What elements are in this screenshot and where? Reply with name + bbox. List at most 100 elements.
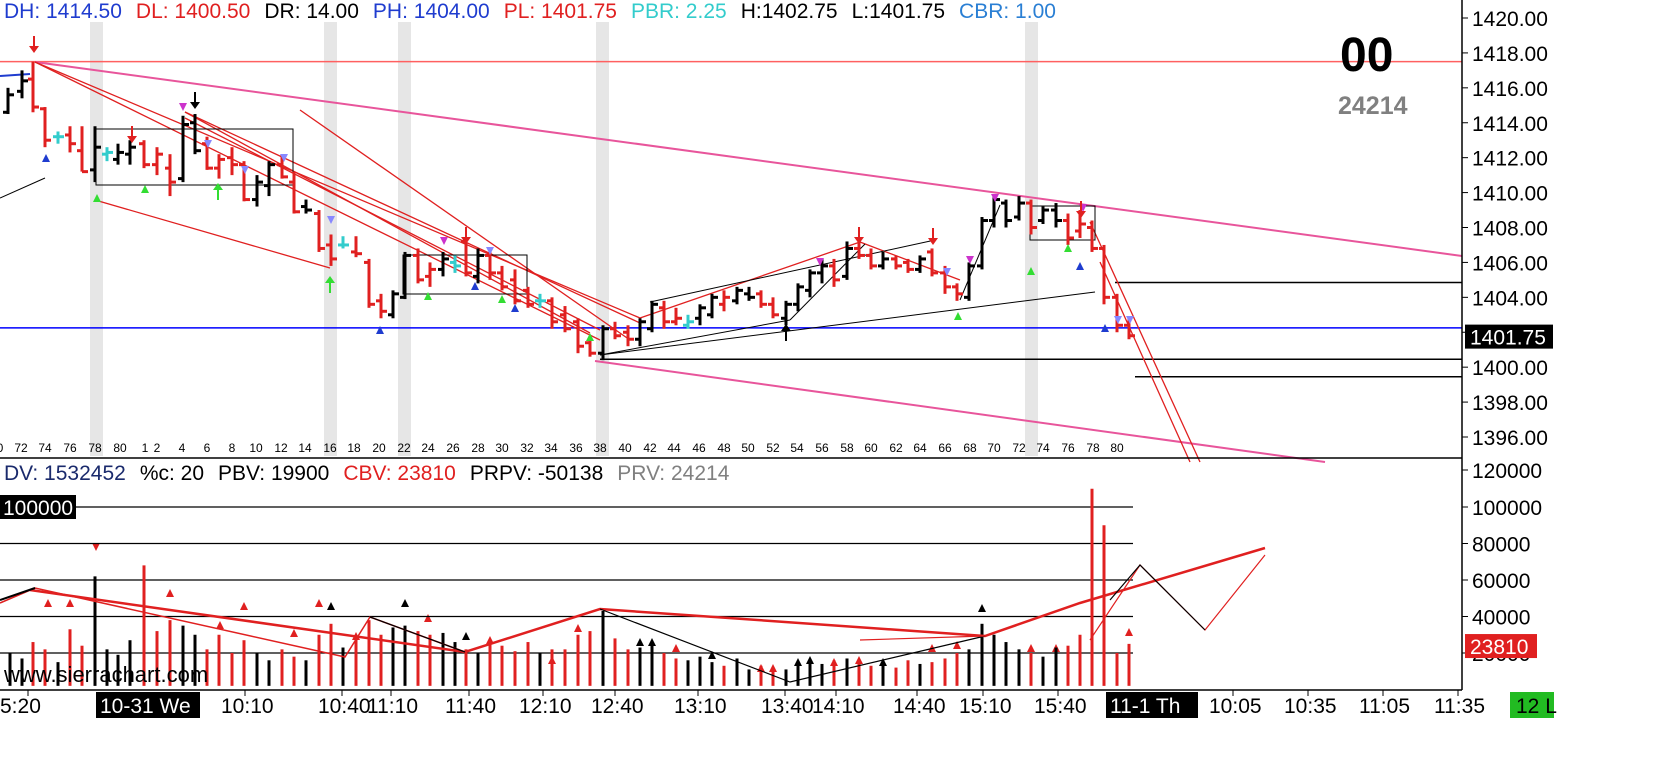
price-header-item-1: DL: 1400.50	[135, 0, 251, 23]
bar-number-20: 28	[471, 441, 485, 455]
bar-number-7: 2	[154, 441, 161, 455]
volume-triangle-30	[1125, 628, 1133, 636]
price-bar-18	[227, 147, 238, 176]
price-bar-73	[903, 258, 914, 273]
price-bar-62	[768, 297, 779, 319]
price-bar-70	[866, 248, 877, 270]
triangle-marker-17	[966, 256, 974, 264]
arrow-marker-8	[325, 276, 335, 293]
volume-header-item-2: PBV: 19900	[218, 462, 330, 485]
price-bar-79	[977, 217, 988, 270]
bar-number-36: 60	[864, 441, 878, 455]
price-bar-53	[659, 300, 670, 329]
trendline-3	[34, 61, 641, 319]
bar-number-16: 20	[372, 441, 386, 455]
trendline-11	[1089, 221, 1201, 463]
price-bar-42	[523, 286, 534, 308]
date-label-14: 11-1 Th	[1110, 695, 1180, 718]
volume-triangle-14	[636, 638, 644, 646]
price-bar-71	[878, 251, 889, 270]
price-tick-label-5: 1410.00	[1472, 183, 1548, 206]
bar-number-22: 32	[520, 441, 534, 455]
price-bar-40	[497, 265, 508, 291]
volume-header-item-0: DV: 1532452	[4, 462, 126, 485]
bar-number-41: 70	[987, 441, 1001, 455]
bar-number-33: 54	[790, 441, 804, 455]
price-bar-58	[719, 290, 730, 312]
triangle-marker-20	[204, 140, 212, 148]
price-bar-27	[338, 236, 349, 249]
price-header: DH: 1414.50 DL: 1400.50 DR: 14.00 PH: 1404.…	[4, 0, 1070, 24]
price-header-item-4: PL: 1401.75	[503, 0, 617, 23]
volume-triangle-17	[708, 651, 716, 659]
price-header-item-8: CBR: 1.00	[959, 0, 1056, 23]
price-bar-52	[647, 300, 658, 333]
trendline-19	[0, 73, 31, 77]
price-bar-63	[781, 300, 792, 326]
bar-number-39: 66	[938, 441, 952, 455]
bar-number-8: 4	[179, 441, 186, 455]
price-bar-2	[28, 61, 39, 113]
trendline-8	[299, 109, 631, 341]
price-tick-label-0: 1420.00	[1472, 8, 1548, 31]
time-label-17: 11:05	[1359, 695, 1410, 718]
volume-line-4	[1089, 554, 1266, 641]
date-label-box-14	[1106, 692, 1198, 718]
price-bar-43	[535, 293, 546, 308]
price-bar-64	[793, 283, 804, 312]
price-bar-34	[425, 262, 436, 287]
arrow-marker-9	[781, 324, 791, 341]
price-bar-25	[314, 210, 325, 252]
triangle-marker-14	[179, 103, 187, 111]
volume-tick-label-1: 100000	[1472, 497, 1542, 520]
triangle-marker-0	[42, 154, 50, 162]
bar-number-23: 34	[544, 441, 558, 455]
price-bar-35	[438, 251, 449, 277]
price-bar-32	[400, 251, 411, 300]
price-bar-28	[351, 236, 362, 258]
price-bar-33	[413, 248, 424, 284]
bar-number-14: 16	[323, 441, 337, 455]
volume-header: DV: 1532452 %c: 20 PBV: 19900 CBV: 23810 PRP…	[4, 462, 743, 486]
bar-number-10: 8	[229, 441, 236, 455]
bar-number-24: 36	[569, 441, 583, 455]
price-bar-44	[547, 297, 558, 329]
bar-number-26: 40	[618, 441, 632, 455]
volume-line-3	[369, 616, 466, 653]
triangle-marker-12	[1076, 262, 1084, 270]
arrow-marker-3	[461, 227, 471, 244]
last-price-box	[1465, 324, 1553, 349]
price-bar-24	[301, 199, 312, 214]
triangle-marker-3	[376, 326, 384, 334]
volume-line-7	[0, 587, 36, 601]
triangle-marker-25	[943, 268, 951, 276]
trendline-18	[0, 177, 46, 199]
volume-overlay	[0, 546, 1266, 683]
price-bar-84	[1038, 206, 1049, 225]
time-label-15: 10:05	[1209, 695, 1262, 718]
bar-number-4: 78	[88, 441, 102, 455]
volume-triangle-4	[290, 629, 298, 637]
trendline-12	[1099, 261, 1191, 463]
volume-tick-label-2: 80000	[1472, 534, 1530, 557]
time-label-5: 11:40	[445, 695, 496, 718]
price-bar-61	[756, 290, 767, 308]
bar-number-15: 18	[347, 441, 361, 455]
price-bar-23	[289, 171, 300, 214]
price-bar-88	[1087, 220, 1098, 252]
price-bar-13	[165, 154, 176, 197]
bar-number-44: 76	[1061, 441, 1075, 455]
volume-triangle-0	[44, 599, 52, 607]
last-price-label: 1401.75	[1470, 327, 1546, 350]
date-label-box-1	[96, 692, 200, 718]
bar-number-25: 38	[593, 441, 607, 455]
volume-line-6	[859, 635, 986, 641]
time-label-11: 14:40	[893, 695, 946, 718]
price-bar-89	[1099, 244, 1110, 305]
price-bar-3	[40, 107, 51, 148]
arrow-marker-7	[213, 183, 223, 200]
price-bar-41	[510, 269, 521, 305]
price-bar-4	[53, 131, 64, 144]
price-bar-86	[1063, 213, 1074, 245]
